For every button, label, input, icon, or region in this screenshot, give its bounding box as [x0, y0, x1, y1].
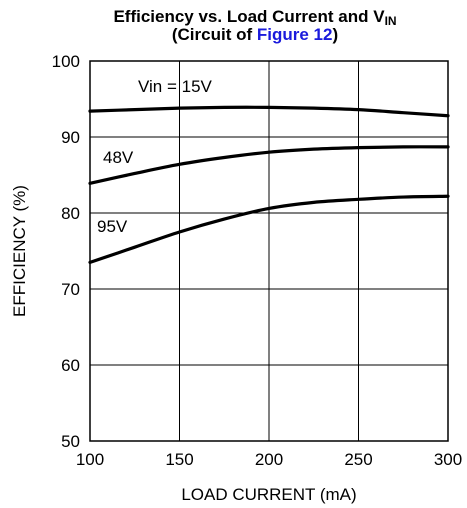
series-line-0: [88, 105, 450, 118]
y-tick-label: 60: [61, 356, 80, 375]
y-tick-label: 80: [61, 204, 80, 223]
series-group: [88, 105, 450, 264]
y-tick-label: 70: [61, 280, 80, 299]
chart-title: Efficiency vs. Load Current and VIN: [113, 7, 397, 29]
x-tick-label: 300: [434, 450, 462, 469]
series-labels: Vin = 15V 48V 95V: [97, 77, 213, 236]
x-tick-label: 250: [344, 450, 372, 469]
y-tick-label: 50: [61, 432, 80, 451]
plot-frame: [89, 60, 449, 442]
x-tick-label: 100: [76, 450, 104, 469]
series-label-2: 95V: [97, 217, 128, 236]
series-label-0: Vin = 15V: [138, 77, 213, 96]
y-tick-label: 90: [61, 128, 80, 147]
grid: [89, 60, 449, 442]
y-axis-label: EFFICIENCY (%): [10, 185, 29, 317]
x-axis-label: LOAD CURRENT (mA): [181, 485, 356, 504]
chart-title-subscript: IN: [384, 14, 397, 28]
series-line-1: [88, 145, 450, 185]
x-tick-label: 200: [255, 450, 283, 469]
tick-labels: 100 150 200 250 300 50 60 70 80 90 100: [52, 52, 463, 469]
series-line-2: [88, 194, 450, 264]
x-tick-label: 150: [165, 450, 193, 469]
figure-link[interactable]: Figure 12: [256, 25, 333, 44]
y-tick-label: 100: [52, 52, 80, 71]
chart-subtitle: (Circuit of Figure 12): [171, 25, 339, 44]
series-label-1: 48V: [103, 148, 134, 167]
